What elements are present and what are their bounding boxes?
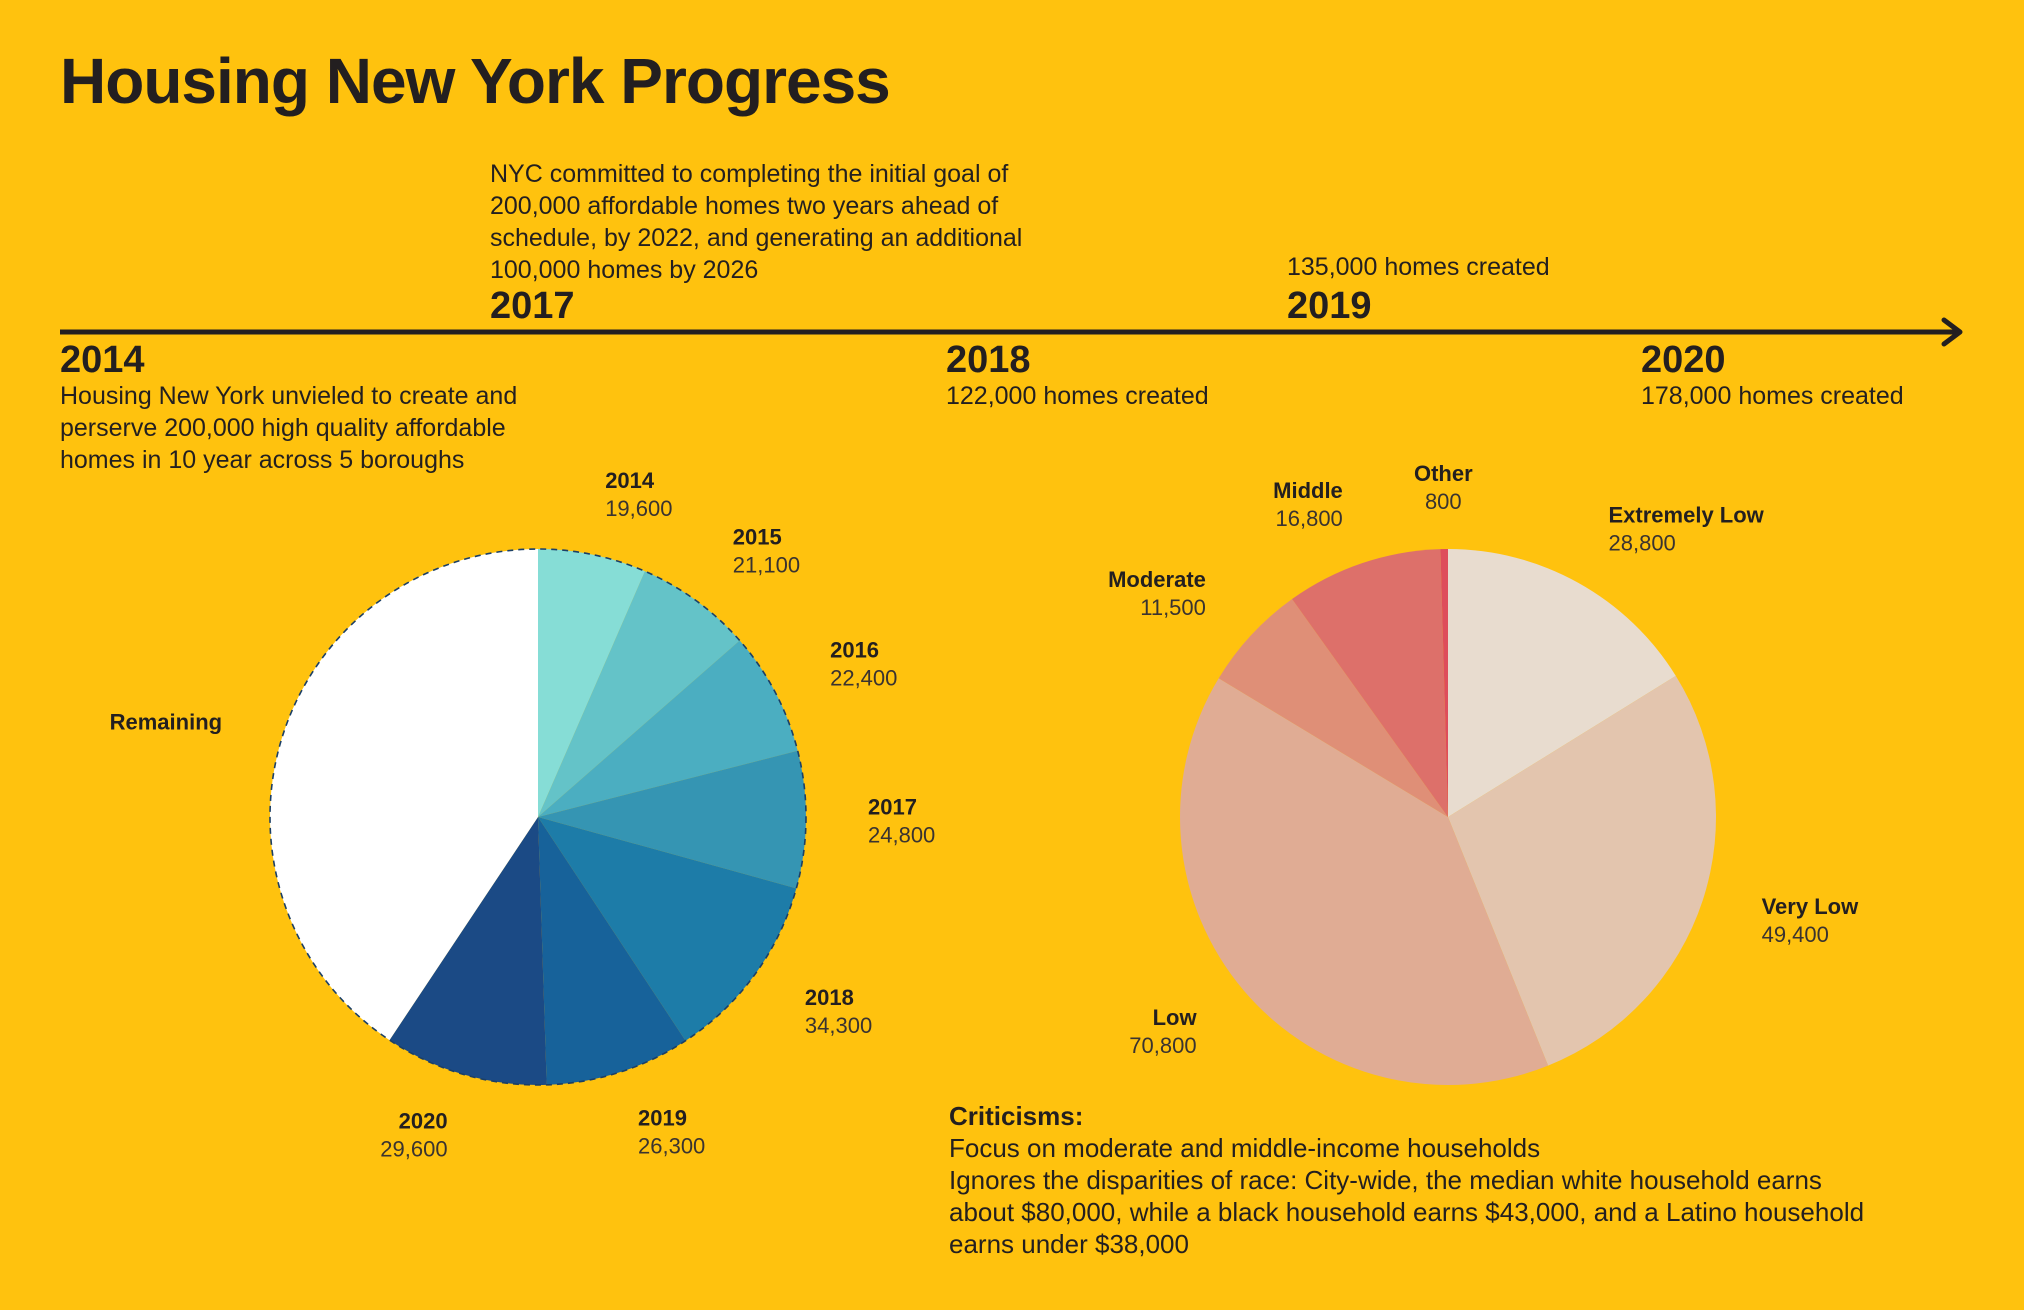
pie-slice-2019 bbox=[538, 817, 686, 1085]
pie-label-extremely-low: Extremely Low bbox=[1609, 503, 1765, 528]
timeline-2017-year: 2017 bbox=[490, 285, 575, 327]
pie-slice-middle bbox=[1292, 549, 1448, 817]
timeline-arrowhead bbox=[1941, 317, 1963, 347]
pie-slice-moderate bbox=[1218, 599, 1448, 817]
page-title: Housing New York Progress bbox=[60, 45, 891, 117]
criticisms-block: Criticisms: Focus on moderate and middle… bbox=[949, 1100, 1989, 1260]
timeline-2019-text: 135,000 homes created bbox=[1287, 253, 1550, 281]
pie-label-2020: 2020 bbox=[399, 1108, 448, 1133]
criticism-line: Ignores the disparities of race: City-wi… bbox=[949, 1165, 1822, 1195]
criticism-line: Focus on moderate and middle-income hous… bbox=[949, 1133, 1541, 1163]
timeline-2014-text: Housing New York unvieled to create and … bbox=[60, 382, 518, 474]
timeline-axis bbox=[60, 317, 1963, 347]
pie-value-extremely-low: 28,800 bbox=[1609, 531, 1676, 556]
pie-value-low: 70,800 bbox=[1129, 1033, 1196, 1058]
homes-per-year-pie-chart: 2014 19,600 2015 21,100 2016 22,400 2017 24,800… bbox=[110, 468, 936, 1162]
pie-value-middle: 16,800 bbox=[1276, 506, 1343, 531]
pie-slice-extremely-low bbox=[1448, 549, 1676, 817]
criticism-line: about $80,000, while a black household e… bbox=[949, 1197, 1865, 1227]
timeline-2014-year: 2014 bbox=[60, 339, 145, 381]
pie-value-2020: 29,600 bbox=[380, 1136, 447, 1161]
pie-value-2018: 34,300 bbox=[805, 1013, 872, 1038]
pie-slice-other bbox=[1440, 549, 1448, 817]
pie-slice-2017 bbox=[538, 750, 806, 889]
timeline-2017-text: NYC committed to completing the initial … bbox=[490, 160, 1023, 284]
pie-value-2015: 21,100 bbox=[733, 553, 800, 578]
timeline-2020-text: 178,000 homes created bbox=[1641, 382, 1904, 410]
pie-label-middle: Middle bbox=[1273, 478, 1343, 503]
pie-outline bbox=[269, 548, 807, 1086]
pie-value-2019: 26,300 bbox=[638, 1134, 705, 1159]
pie-value-2016: 22,400 bbox=[830, 665, 897, 690]
pie-slice-2014 bbox=[538, 549, 645, 817]
pie-value-2014: 19,600 bbox=[605, 496, 672, 521]
pie-label-other: Other bbox=[1414, 461, 1473, 486]
pie-label-very-low: Very Low bbox=[1762, 894, 1859, 919]
pie-slice-low bbox=[1179, 678, 1549, 1086]
pie-value-very-low: 49,400 bbox=[1762, 922, 1829, 947]
timeline-2018-year: 2018 bbox=[946, 339, 1031, 381]
pie-slice-remaining bbox=[269, 548, 538, 1041]
pie-label-2015: 2015 bbox=[733, 525, 782, 550]
pie-label-2018: 2018 bbox=[805, 985, 854, 1010]
pie-value-2017: 24,800 bbox=[868, 822, 935, 847]
timeline-2020-year: 2020 bbox=[1641, 339, 1726, 381]
pie-value-moderate: 11,500 bbox=[1140, 595, 1206, 620]
pie-label-2014: 2014 bbox=[605, 468, 655, 493]
pie-label-2017: 2017 bbox=[868, 794, 917, 819]
pie-label-low: Low bbox=[1153, 1005, 1198, 1030]
income-level-pie-chart: Extremely Low 28,800 Very Low 49,400 Low 70,8… bbox=[1108, 461, 1859, 1086]
pie-slice-2015 bbox=[538, 571, 740, 817]
pie-value-other: 800 bbox=[1425, 489, 1462, 514]
pie-slice-2018 bbox=[538, 817, 797, 1041]
criticism-line: earns under $38,000 bbox=[949, 1229, 1189, 1259]
pie-label-moderate: Moderate bbox=[1108, 567, 1206, 592]
pie-label-2016: 2016 bbox=[830, 637, 879, 662]
pie-slice-2016 bbox=[538, 640, 798, 817]
pie-label-remaining: Remaining bbox=[110, 710, 222, 735]
pie-label-2019: 2019 bbox=[638, 1106, 687, 1131]
timeline-2019-year: 2019 bbox=[1287, 285, 1372, 327]
pie-slice-very-low bbox=[1448, 675, 1717, 1066]
timeline-2018-text: 122,000 homes created bbox=[946, 382, 1209, 410]
criticisms-heading: Criticisms: bbox=[949, 1101, 1084, 1131]
pie-slice-2020 bbox=[389, 817, 547, 1086]
